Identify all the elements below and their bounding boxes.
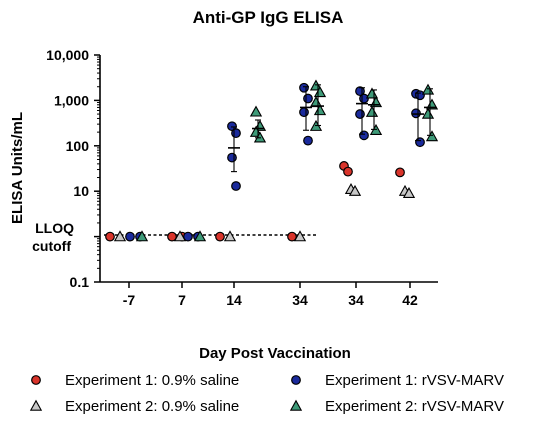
y-tick-label: 10,000	[46, 47, 89, 63]
data-point	[215, 231, 225, 242]
data-point	[425, 98, 439, 110]
data-point	[359, 130, 369, 141]
data-point	[227, 152, 237, 163]
data-point	[299, 107, 309, 118]
legend-label: Experiment 1: 0.9% saline	[65, 372, 239, 389]
data-points	[105, 79, 439, 242]
data-point	[231, 181, 241, 191]
x-tick-label: 7	[178, 292, 186, 308]
data-point	[303, 135, 313, 146]
data-point	[402, 186, 416, 198]
x-tick-label: 34	[348, 292, 364, 308]
y-axis-label: ELISA Units/mL	[9, 112, 26, 224]
lloq-label-line1: LLOQ	[35, 220, 74, 236]
data-point	[167, 231, 177, 242]
data-point	[415, 137, 425, 148]
data-point	[415, 90, 425, 101]
data-point	[183, 231, 193, 242]
data-point	[105, 231, 115, 242]
legend-label: Experiment 2: 0.9% saline	[65, 398, 239, 415]
x-axis: -7 7 14 34 34 42	[123, 282, 418, 308]
data-point	[173, 230, 187, 242]
data-point	[355, 109, 365, 119]
x-tick-label: 34	[292, 292, 308, 308]
data-point	[135, 230, 149, 242]
y-tick-label: 0.1	[70, 274, 90, 290]
data-point	[421, 107, 435, 119]
lloq-label-line2: cutoff	[32, 238, 71, 254]
data-point	[293, 230, 307, 242]
error-bars	[228, 84, 436, 173]
legend: Experiment 1: 0.9% saline Experiment 2: 0…	[29, 372, 504, 415]
data-point	[365, 105, 379, 117]
data-point	[365, 87, 379, 99]
data-point	[425, 130, 439, 142]
legend-label: Experiment 1: rVSV-MARV	[325, 372, 504, 389]
legend-marker	[289, 399, 303, 411]
x-tick-label: -7	[123, 292, 136, 308]
chart-title: Anti-GP IgG ELISA	[193, 8, 344, 27]
data-point	[223, 230, 237, 242]
data-point	[125, 231, 135, 242]
data-point	[299, 82, 309, 93]
data-point	[348, 184, 362, 196]
data-point	[313, 86, 327, 98]
y-tick-label: 100	[66, 138, 90, 154]
data-point	[193, 230, 207, 242]
data-point	[421, 83, 435, 95]
legend-marker	[29, 399, 43, 411]
data-point	[313, 104, 327, 116]
data-point	[231, 128, 241, 139]
y-tick-label: 10	[73, 183, 89, 199]
data-point	[359, 93, 369, 104]
data-point	[395, 167, 405, 178]
legend-marker	[31, 375, 41, 385]
data-point	[343, 166, 353, 177]
y-tick-label: 1,000	[54, 92, 89, 108]
y-axis: 10,000 1,000 100 10 0.1	[46, 47, 100, 290]
x-axis-label: Day Post Vaccination	[199, 345, 351, 362]
data-point	[249, 125, 263, 137]
data-point	[303, 93, 313, 104]
legend-marker	[291, 375, 301, 385]
legend-label: Experiment 2: rVSV-MARV	[325, 398, 504, 415]
data-point	[249, 105, 263, 117]
data-point	[287, 231, 297, 242]
x-tick-label: 14	[226, 292, 242, 308]
data-point	[113, 230, 127, 242]
x-tick-label: 42	[402, 292, 418, 308]
